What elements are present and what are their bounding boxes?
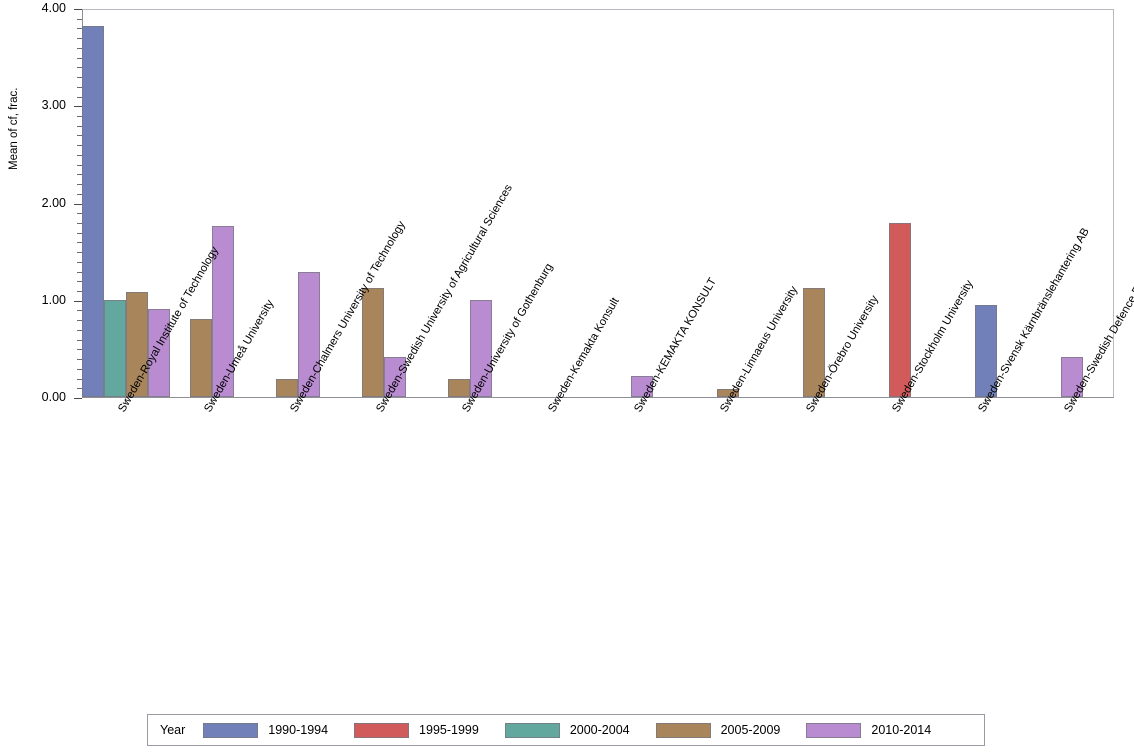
x-tick: [125, 398, 126, 403]
x-tick: [297, 398, 298, 403]
bar[interactable]: [717, 389, 739, 397]
bar[interactable]: [298, 271, 320, 397]
y-tick-minor: [77, 222, 82, 224]
y-tick-minor: [77, 38, 82, 40]
y-tick-label: 2.00: [41, 195, 66, 210]
y-tick-minor: [77, 125, 82, 127]
y-tick-minor: [77, 242, 82, 244]
bars-layer: [82, 10, 1113, 397]
x-tick: [641, 398, 642, 403]
legend-item[interactable]: 2010-2014: [806, 722, 932, 738]
x-tick: [383, 398, 384, 403]
y-tick-minor: [77, 96, 82, 98]
bar[interactable]: [190, 319, 212, 397]
y-tick-minor: [77, 271, 82, 273]
bar[interactable]: [104, 299, 126, 397]
bar[interactable]: [212, 225, 234, 397]
y-tick-minor: [77, 77, 82, 79]
legend-item[interactable]: 2005-2009: [655, 722, 781, 738]
y-tick-minor: [77, 213, 82, 215]
legend-swatch: [655, 722, 711, 738]
x-tick: [985, 398, 986, 403]
y-tick-major: [74, 300, 82, 302]
y-tick-major: [74, 106, 82, 108]
legend-swatch: [354, 722, 410, 738]
legend-label: 2000-2004: [569, 723, 630, 737]
legend-item[interactable]: 2000-2004: [504, 722, 630, 738]
y-tick-minor: [77, 57, 82, 59]
x-tick: [1071, 398, 1072, 403]
x-tick: [727, 398, 728, 403]
legend-label: 1990-1994: [268, 723, 329, 737]
legend-swatch: [806, 722, 862, 738]
y-tick-major: [74, 9, 82, 10]
y-tick-minor: [77, 115, 82, 117]
legend-label: 2005-2009: [720, 723, 781, 737]
bar[interactable]: [470, 299, 492, 397]
x-tick: [813, 398, 814, 403]
x-tick: [899, 398, 900, 403]
bar[interactable]: [362, 288, 384, 397]
y-tick-minor: [77, 349, 82, 351]
y-tick-label: 3.00: [41, 98, 66, 113]
legend-item[interactable]: 1995-1999: [354, 722, 479, 738]
y-tick-minor: [77, 378, 82, 380]
legend-label: 1995-1999: [419, 723, 479, 737]
y-tick-minor: [77, 184, 82, 186]
y-tick-minor: [77, 291, 82, 293]
y-tick-minor: [77, 232, 82, 234]
y-tick-major: [74, 398, 82, 399]
plot-area: [82, 9, 1114, 398]
y-tick-label: 1.00: [41, 292, 66, 307]
y-tick-minor: [77, 47, 82, 49]
y-tick-minor: [77, 67, 82, 69]
y-tick-minor: [77, 320, 82, 322]
y-tick-minor: [77, 135, 82, 137]
bar[interactable]: [1061, 357, 1083, 397]
legend-item[interactable]: 1990-1994: [203, 722, 329, 738]
y-tick-label: 0.00: [41, 390, 66, 404]
y-tick-minor: [77, 281, 82, 283]
y-tick-minor: [77, 174, 82, 176]
bar[interactable]: [126, 291, 148, 397]
legend-items: 1990-1994 1995-1999 2000-2004 2005-2009 2010…: [203, 722, 957, 738]
y-tick-minor: [77, 145, 82, 147]
bar[interactable]: [148, 309, 170, 397]
bar[interactable]: [889, 222, 911, 397]
y-tick-minor: [77, 261, 82, 263]
x-tick: [211, 398, 212, 403]
legend-swatch: [203, 722, 259, 738]
y-tick-minor: [77, 86, 82, 88]
legend: Year 1990-1994 1995-1999 2000-2004 2005-200…: [147, 714, 985, 746]
y-tick-minor: [77, 154, 82, 156]
y-tick-minor: [77, 388, 82, 390]
legend-label: 2010-2014: [871, 723, 932, 737]
legend-title: Year: [160, 723, 186, 737]
bar[interactable]: [384, 357, 406, 397]
bar[interactable]: [82, 25, 104, 397]
bar[interactable]: [276, 378, 298, 397]
bar[interactable]: [975, 304, 997, 397]
y-axis-title: Mean of cf, frac.: [8, 87, 20, 170]
y-tick-minor: [77, 368, 82, 370]
y-tick-minor: [77, 193, 82, 195]
y-tick-minor: [77, 359, 82, 361]
bar[interactable]: [803, 288, 825, 397]
bar[interactable]: [631, 375, 653, 397]
x-tick: [469, 398, 470, 403]
y-tick-minor: [77, 339, 82, 341]
legend-swatch: [504, 722, 560, 738]
x-tick: [555, 398, 556, 403]
y-tick-minor: [77, 164, 82, 166]
y-tick-major: [74, 203, 82, 205]
y-tick-label: 4.00: [41, 1, 66, 15]
y-tick-minor: [77, 252, 82, 254]
y-tick-minor: [77, 329, 82, 331]
bar[interactable]: [448, 378, 470, 397]
y-tick-minor: [77, 310, 82, 312]
y-tick-minor: [77, 18, 82, 20]
y-tick-minor: [77, 28, 82, 30]
